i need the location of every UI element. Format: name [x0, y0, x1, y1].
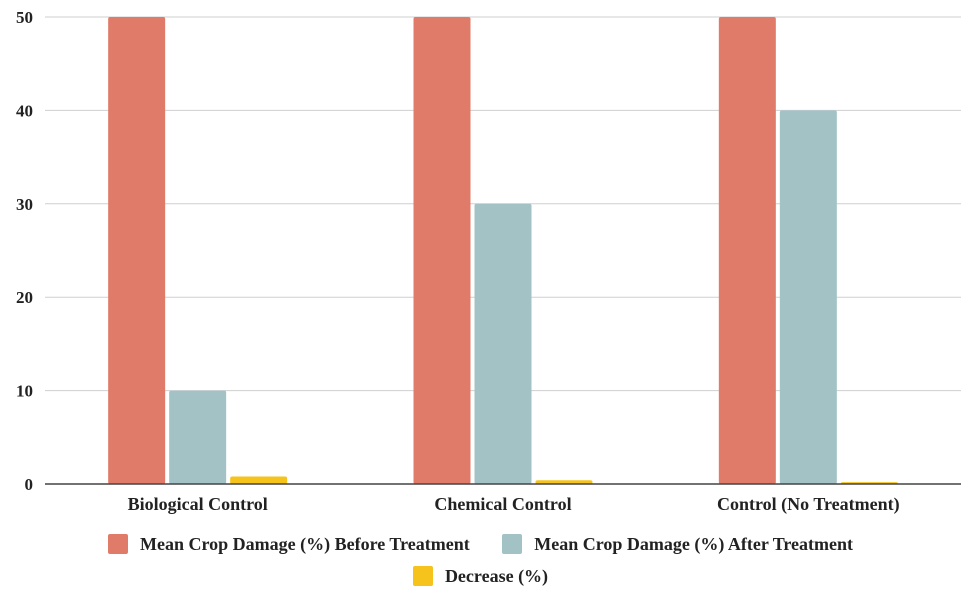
bar-before-2 — [718, 17, 776, 484]
legend-swatch-decrease — [412, 566, 433, 586]
legend-label-before: Mean Crop Damage (%) Before Treatment — [139, 534, 470, 554]
bar-after-1 — [474, 203, 532, 485]
bar-before-0 — [108, 17, 166, 484]
y-tick-label: 10 — [16, 382, 33, 401]
legend-label-decrease: Decrease (%) — [444, 566, 549, 586]
y-tick-label: 50 — [16, 8, 33, 27]
legend-item-before: Mean Crop Damage (%) Before Treatment — [107, 530, 470, 558]
y-tick-label: 0 — [25, 475, 34, 494]
x-axis-categories: Biological Control Chemical Control Contro… — [128, 494, 900, 515]
bars — [108, 17, 898, 485]
y-tick-label: 40 — [16, 101, 33, 120]
legend-item-decrease: Decrease (%) — [412, 562, 549, 590]
y-tick-label: 20 — [16, 288, 33, 307]
legend-swatch-before — [107, 534, 128, 554]
bar-after-2 — [779, 110, 837, 485]
legend: Mean Crop Damage (%) Before Treatment Me… — [0, 530, 961, 594]
y-axis-ticks: 0 10 20 30 40 50 — [16, 8, 33, 494]
legend-swatch-after — [502, 534, 523, 554]
bar-decrease-1 — [535, 480, 593, 484]
legend-row-2: Decrease (%) — [0, 562, 961, 594]
y-tick-label: 30 — [16, 195, 33, 214]
legend-item-after: Mean Crop Damage (%) After Treatment — [502, 530, 853, 558]
x-category-label: Control (No Treatment) — [717, 494, 900, 515]
x-category-label: Biological Control — [128, 494, 268, 514]
bar-before-1 — [413, 17, 471, 484]
legend-row-1: Mean Crop Damage (%) Before Treatment Me… — [0, 530, 961, 562]
bar-after-0 — [169, 390, 227, 484]
bar-decrease-0 — [230, 476, 288, 484]
legend-label-after: Mean Crop Damage (%) After Treatment — [534, 534, 854, 554]
x-category-label: Chemical Control — [434, 494, 571, 514]
bar-chart: 0 10 20 30 40 50 Biological Control Chemical C… — [16, 8, 961, 515]
